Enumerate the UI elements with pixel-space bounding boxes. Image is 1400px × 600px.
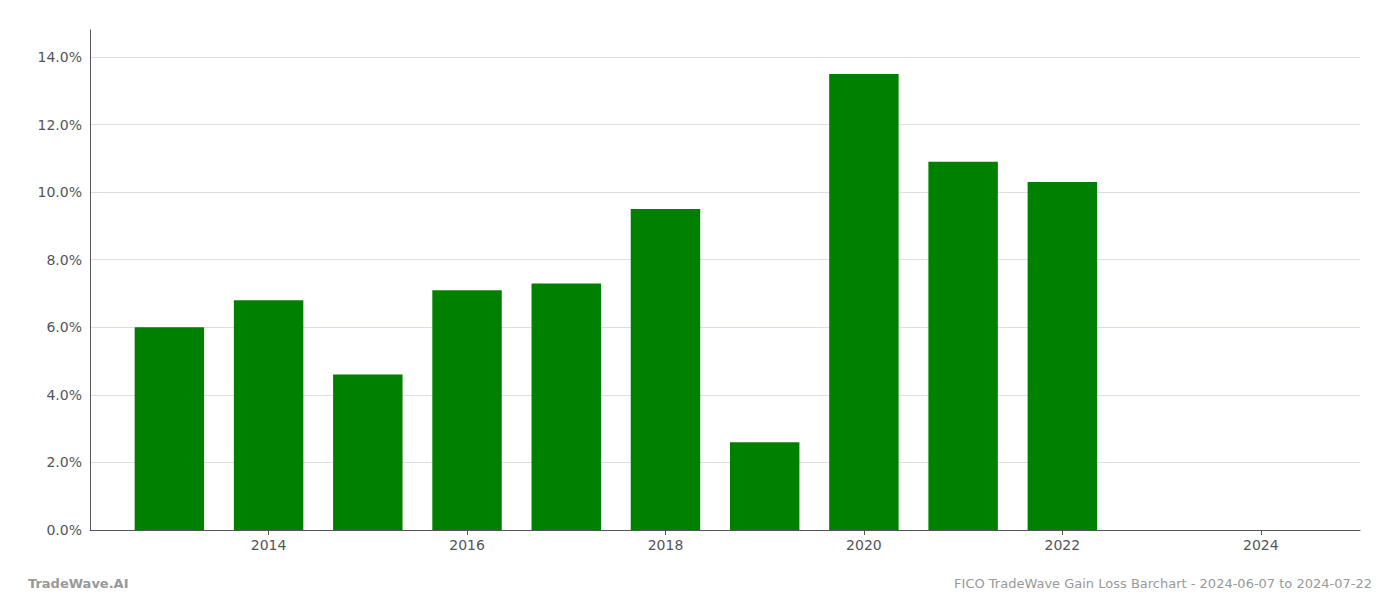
svg-text:2016: 2016: [449, 537, 485, 553]
svg-text:6.0%: 6.0%: [46, 319, 82, 335]
svg-text:2022: 2022: [1045, 537, 1081, 553]
svg-text:4.0%: 4.0%: [46, 387, 82, 403]
svg-text:2014: 2014: [251, 537, 287, 553]
svg-text:2.0%: 2.0%: [46, 454, 82, 470]
svg-text:TradeWave.AI: TradeWave.AI: [28, 576, 129, 591]
svg-text:2018: 2018: [648, 537, 684, 553]
svg-text:FICO TradeWave Gain Loss Barch: FICO TradeWave Gain Loss Barchart - 2024…: [954, 576, 1372, 591]
svg-text:2020: 2020: [846, 537, 882, 553]
svg-text:8.0%: 8.0%: [46, 252, 82, 268]
svg-text:0.0%: 0.0%: [46, 522, 82, 538]
svg-text:2024: 2024: [1243, 537, 1279, 553]
svg-text:12.0%: 12.0%: [38, 117, 82, 133]
svg-text:10.0%: 10.0%: [38, 184, 82, 200]
svg-text:14.0%: 14.0%: [38, 49, 82, 65]
